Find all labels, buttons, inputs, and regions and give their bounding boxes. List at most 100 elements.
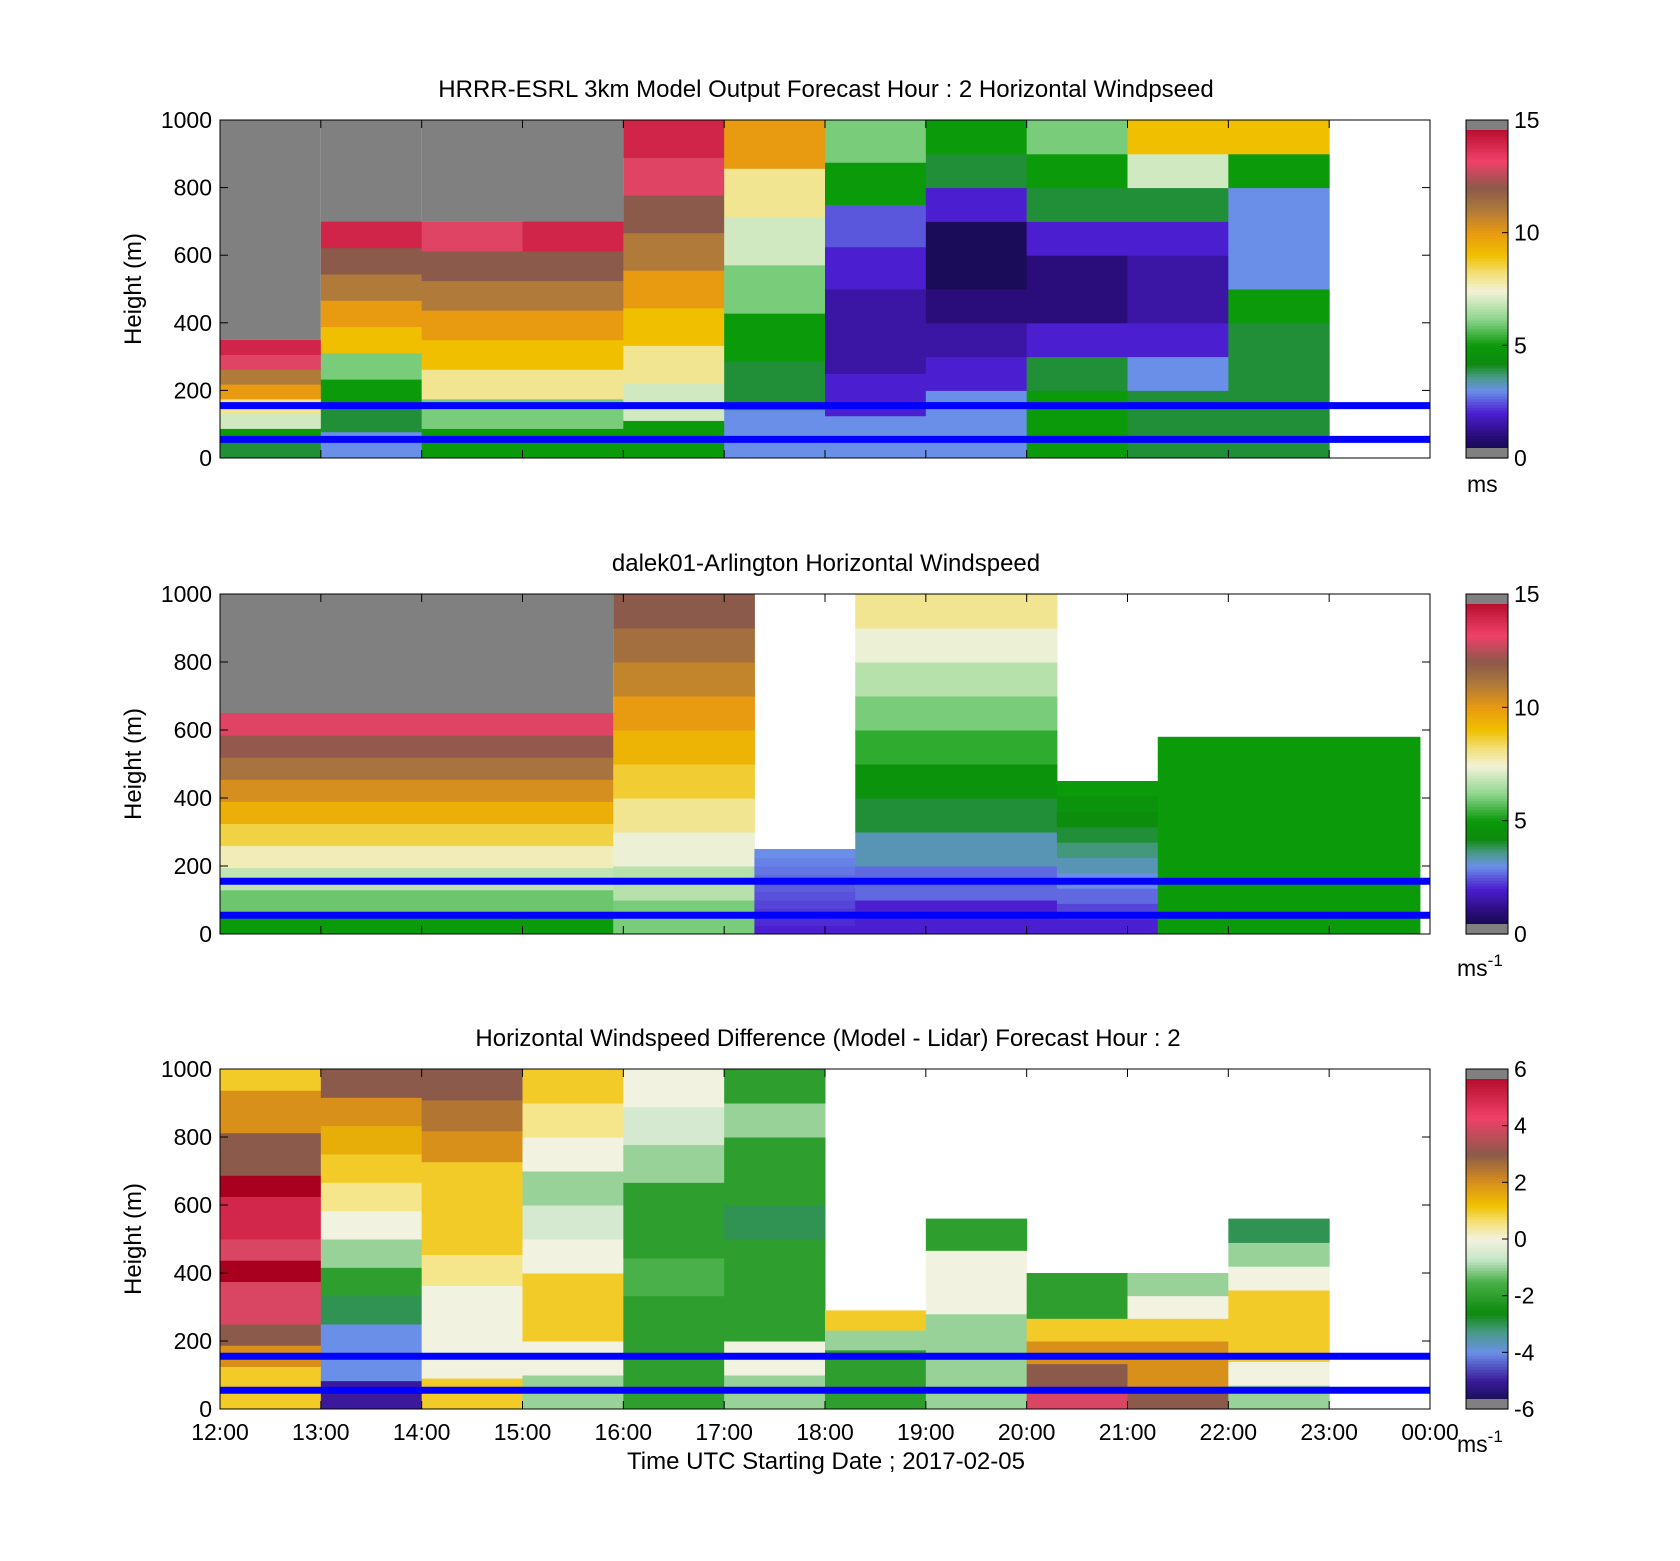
colorbar-segment <box>1466 339 1508 344</box>
x-tick-label: 00:00 <box>1401 1419 1459 1445</box>
heatmap-cell <box>855 628 1058 663</box>
heatmap-cell <box>925 187 1028 222</box>
colorbar-segment <box>1466 165 1508 169</box>
heatmap-cell <box>754 917 856 926</box>
heatmap-cell <box>1157 736 1421 758</box>
colorbar-segment <box>1466 362 1508 366</box>
heatmap-cell <box>320 1210 423 1240</box>
colorbar-segment <box>1466 1273 1508 1277</box>
colorbar-segment <box>1466 1182 1508 1186</box>
heatmap-cell <box>1228 1218 1330 1243</box>
heatmap-cell <box>522 1069 624 1104</box>
colorbar-segment <box>1466 900 1508 904</box>
heatmap-cell <box>613 764 755 799</box>
colorbar-segment <box>1466 1377 1508 1382</box>
colorbar-segment <box>1466 667 1508 672</box>
heatmap-cell <box>522 339 624 370</box>
y-tick-label: 600 <box>174 242 212 268</box>
heatmap-cell <box>1127 153 1229 189</box>
colorbar-segment <box>1466 628 1508 632</box>
colorbar-segment <box>1466 1131 1508 1135</box>
colorbar-segment <box>1466 837 1508 842</box>
colorbar-segment <box>1466 376 1508 380</box>
colorbar-segment <box>1466 159 1508 163</box>
heatmap-cell <box>320 352 423 380</box>
x-tick-label: 13:00 <box>292 1419 350 1445</box>
colorbar-segment <box>1466 1338 1508 1342</box>
colorbar-segment <box>1466 238 1508 242</box>
heatmap-cell <box>220 1154 322 1176</box>
colorbar-segment <box>1466 407 1508 411</box>
colorbar-segment <box>1466 1213 1508 1217</box>
heatmap-cell <box>1127 221 1229 256</box>
colorbar-segment <box>1466 1341 1508 1345</box>
panel-model-title: HRRR-ESRL 3km Model Output Forecast Hour… <box>438 76 1213 103</box>
colorbar-segment <box>1466 269 1508 273</box>
colorbar-segment <box>1466 145 1508 149</box>
colorbar-cap <box>1466 1069 1508 1079</box>
colorbar-segment <box>1466 681 1508 686</box>
colorbar-segment <box>1466 427 1508 431</box>
colorbar-segment <box>1466 325 1508 330</box>
colorbar-segment <box>1466 1205 1508 1209</box>
heatmap-cell <box>1026 356 1128 391</box>
heatmap-cell <box>320 1239 423 1268</box>
heatmap-cell <box>220 354 322 370</box>
colorbar-segment <box>1466 656 1508 660</box>
colorbar-segment <box>1466 724 1508 728</box>
colorbar-segment <box>1466 1247 1508 1251</box>
colorbar-segment <box>1466 891 1508 895</box>
heatmap-cell <box>623 232 725 271</box>
colorbar-segment <box>1466 441 1508 445</box>
heatmap-cell <box>623 382 725 421</box>
colorbar-segment <box>1466 911 1508 915</box>
heatmap-cell <box>421 1130 523 1163</box>
heatmap-cell <box>754 857 856 867</box>
colorbar-segment <box>1466 1179 1508 1183</box>
colorbar-segment <box>1466 1139 1508 1144</box>
heatmap-cell <box>220 889 614 913</box>
colorbar-segment <box>1466 303 1508 307</box>
y-tick-label: 1000 <box>161 581 212 607</box>
colorbar-segment <box>1466 1372 1508 1376</box>
heatmap-cell <box>1157 835 1421 856</box>
heatmap-cell <box>522 1171 624 1206</box>
heatmap-cell <box>522 1273 624 1308</box>
colorbar-segment <box>1466 849 1508 853</box>
colorbar-segment <box>1466 429 1508 434</box>
colorbar-segment <box>1466 1091 1508 1096</box>
heatmap-cell <box>1127 1295 1229 1319</box>
x-tick-label: 16:00 <box>595 1419 653 1445</box>
heatmap-cell <box>320 1295 423 1325</box>
colorbar-segment <box>1466 443 1508 448</box>
colorbar-segment <box>1466 367 1508 372</box>
colorbar-tick-label: 5 <box>1514 332 1527 358</box>
colorbar-segment <box>1466 193 1508 197</box>
heatmap-cell <box>522 428 624 459</box>
colorbar-segment <box>1466 1128 1508 1132</box>
heatmap-cell <box>855 696 1058 731</box>
colorbar-segment <box>1466 1309 1508 1314</box>
colorbar-cap <box>1466 594 1508 604</box>
colorbar-segment <box>1466 1105 1508 1110</box>
heatmap-cell <box>1228 356 1330 391</box>
heatmap-cell <box>825 204 927 248</box>
colorbar-segment <box>1466 673 1508 677</box>
heatmap-cell <box>1157 756 1421 777</box>
y-tick-label: 1000 <box>161 1056 212 1082</box>
heatmap-cell <box>1026 187 1128 222</box>
heatmap-cell <box>1026 221 1128 256</box>
colorbar-segment <box>1466 602 1508 606</box>
colorbar-cap <box>1466 120 1508 130</box>
heatmap-cell <box>1127 1318 1229 1342</box>
colorbar-segment <box>1466 619 1508 623</box>
colorbar-segment <box>1466 653 1508 657</box>
heatmap-cell <box>1056 796 1159 813</box>
colorbar-segment <box>1466 1154 1508 1158</box>
colorbar-segment <box>1466 1142 1508 1147</box>
colorbar-segment <box>1466 167 1508 172</box>
colorbar-segment <box>1466 1298 1508 1302</box>
colorbar-segment <box>1466 1122 1508 1127</box>
colorbar-segment <box>1466 650 1508 655</box>
heatmap-cell <box>220 1132 322 1155</box>
